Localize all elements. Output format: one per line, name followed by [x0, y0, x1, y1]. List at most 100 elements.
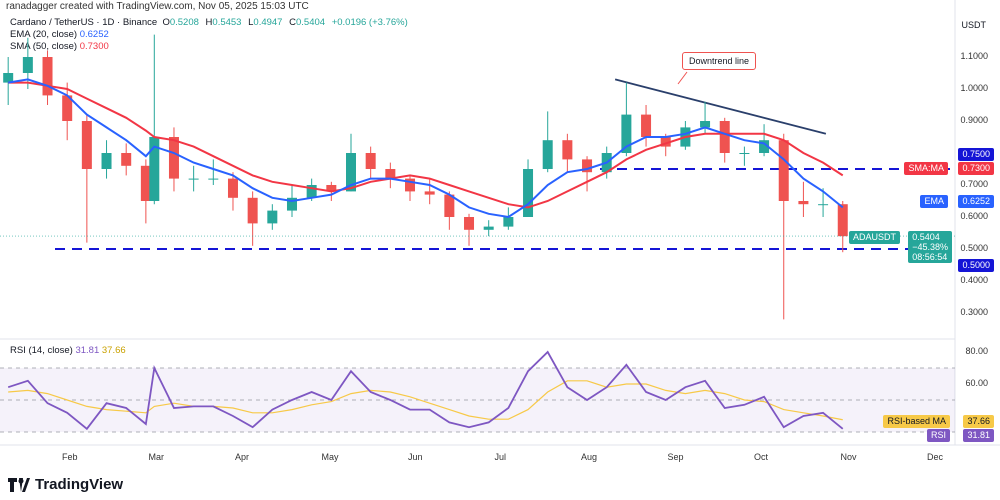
candle-body: [306, 185, 317, 198]
sma-legend[interactable]: SMA (50, close) 0.7300: [10, 41, 408, 53]
last-price-tag: 0.5404 −45.38% 08:56:54: [908, 231, 952, 263]
sma-price-tag: 0.7300: [958, 162, 994, 175]
price-tick: 1.1000: [960, 51, 988, 61]
candle-body: [621, 114, 632, 153]
low-value: 0.4947: [253, 17, 283, 28]
candle-body: [149, 137, 160, 201]
close-value: 0.5404: [295, 17, 326, 28]
sma-name-tag: SMA:MA: [904, 162, 948, 175]
high-label: H: [205, 17, 213, 28]
rsi-ma-tag: 37.66: [963, 415, 994, 428]
candle-body: [101, 153, 112, 169]
candle-body: [286, 197, 297, 211]
candle-body: [444, 194, 455, 217]
candle-body: [424, 191, 435, 195]
sma-value: 0.7300: [79, 41, 109, 52]
candle-body: [464, 217, 475, 230]
month-tick: Feb: [62, 452, 78, 462]
candle-body: [385, 169, 396, 179]
month-tick: May: [321, 452, 339, 462]
ema-name-tag: EMA: [920, 195, 948, 208]
rsi-ma-name-tag: RSI-based MA: [883, 415, 950, 428]
candle-body: [188, 178, 199, 180]
price-tick: 0.5000: [960, 243, 988, 253]
price-tick: 0.3000: [960, 307, 988, 317]
candle-body: [582, 159, 593, 173]
tradingview-logo[interactable]: TradingView: [8, 476, 123, 493]
month-tick: Aug: [581, 452, 598, 462]
candle-body: [267, 210, 278, 224]
annotation-pointer: [677, 71, 688, 85]
month-tick: Jul: [494, 452, 507, 462]
candle-body: [227, 178, 238, 198]
downtrend-annotation: Downtrend line: [682, 52, 757, 70]
price-tick: 1.0000: [960, 83, 988, 93]
rsi-line: [7, 350, 844, 431]
month-tick: Sep: [667, 452, 684, 462]
last-price-price: 0.5404: [912, 232, 940, 242]
ema-legend[interactable]: EMA (20, close) 0.6252: [10, 29, 408, 41]
candle-body: [168, 137, 179, 179]
sma-line: [8, 81, 844, 209]
chart-legend: Cardano / TetherUS · 1D · Binance O0.520…: [10, 17, 408, 53]
candle-body: [523, 169, 534, 217]
candle-body: [798, 201, 809, 205]
candle-body: [121, 153, 132, 166]
candle-body: [326, 185, 337, 192]
symbol-line: Cardano / TetherUS · 1D · Binance O0.520…: [10, 17, 408, 29]
credit-text: ranadagger created with TradingView.com,…: [6, 1, 309, 12]
price-tick: 0.6000: [960, 211, 988, 221]
candle-body: [837, 204, 848, 237]
candle-body: [759, 140, 770, 153]
candle-body: [641, 114, 652, 137]
candle-body: [778, 140, 789, 201]
rsi-tick: 80.00: [965, 346, 988, 356]
ema-line: [8, 78, 844, 219]
open-value: 0.5208: [169, 17, 199, 28]
candle-body: [503, 217, 514, 227]
level-075-tag: 0.7500: [958, 148, 994, 161]
month-tick: Apr: [235, 452, 250, 462]
candle-body: [22, 57, 33, 73]
rsi-value: 31.81: [75, 345, 100, 356]
candle-body: [405, 178, 416, 192]
brand-name: TradingView: [35, 476, 124, 493]
tradingview-logo-icon: [8, 477, 30, 492]
low-label: L: [248, 17, 254, 28]
candle-body: [739, 153, 750, 154]
month-tick: Jun: [408, 452, 423, 462]
month-tick: Nov: [840, 452, 857, 462]
month-tick: Mar: [148, 452, 165, 462]
ema-label: EMA (20, close): [10, 29, 78, 40]
candle-body: [3, 73, 14, 83]
candle-body: [818, 204, 829, 206]
candle-body: [346, 153, 356, 192]
candle-body: [42, 57, 53, 96]
candle-body: [660, 137, 671, 147]
rsi-tick: 60.00: [965, 378, 988, 388]
symbol-name: Cardano / TetherUS · 1D · Binance: [10, 17, 158, 28]
sma-label: SMA (50, close): [10, 41, 78, 52]
close-label: C: [289, 17, 296, 28]
last-price-countdown: 08:56:54: [912, 252, 948, 262]
candle-body: [62, 95, 73, 121]
rsi-ma-value: 37.66: [101, 345, 126, 356]
candle-body: [700, 121, 711, 128]
candle-body: [719, 121, 730, 153]
candle-body: [562, 140, 573, 160]
rsi-tag: 31.81: [963, 429, 994, 442]
downtrend-line: [614, 78, 827, 135]
candle-body: [247, 197, 258, 224]
candle-body: [483, 226, 494, 230]
currency-label: USDT: [961, 20, 987, 30]
candle-body: [81, 121, 92, 169]
high-value: 0.5453: [212, 17, 242, 28]
candle-body: [542, 140, 553, 169]
rsi-name-tag: RSI: [926, 429, 950, 442]
price-tick: 0.9000: [960, 115, 988, 125]
rsi-legend[interactable]: RSI (14, close) 31.81 37.66: [10, 345, 126, 357]
change-value: +0.0196 (+3.76%): [331, 17, 408, 28]
symbol-tag: ADAUSDT: [848, 231, 900, 244]
month-tick: Oct: [754, 452, 769, 462]
